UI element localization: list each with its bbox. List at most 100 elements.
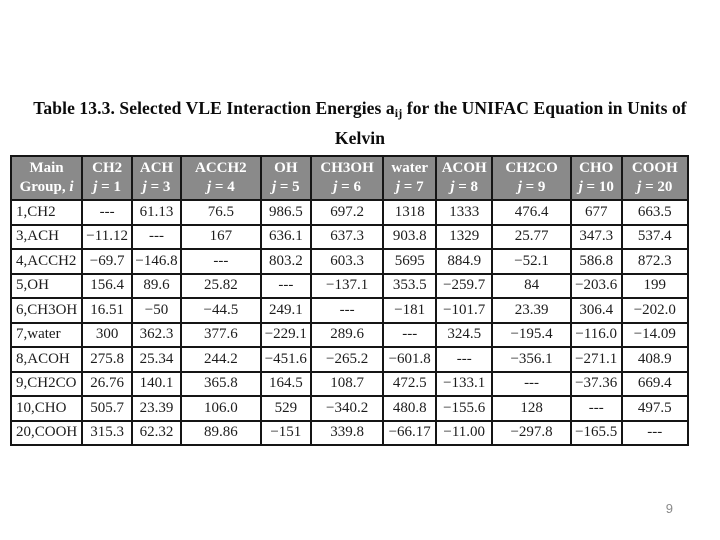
- table-cell: ---: [569, 395, 623, 422]
- slide-title-line1-suffix: for the UNIFAC Equation in Units of: [402, 98, 687, 118]
- table-cell: 365.8: [179, 370, 262, 397]
- row-header: 4,ACCH2: [9, 248, 84, 275]
- row-header: 10,CHO: [9, 395, 84, 422]
- table-cell: 84: [491, 272, 572, 299]
- table-head: Main Group, i CH2 j = 1 ACH j = 3 ACCH2 j = 4 OH…: [9, 155, 690, 201]
- slide-title: Table 13.3. Selected VLE Interaction Ene…: [5, 96, 715, 151]
- column-header-name: CH2: [92, 160, 123, 176]
- table-cell: 5695: [382, 248, 438, 275]
- header-row: Main Group, i CH2 j = 1 ACH j = 3 ACCH2 j = 4 OH…: [9, 155, 690, 201]
- column-header-name: water: [391, 160, 429, 176]
- table-cell: −165.5: [569, 419, 623, 446]
- row-header: 5,OH: [9, 272, 84, 299]
- column-header-j: j = 3: [142, 179, 171, 195]
- table-cell: 156.4: [81, 272, 134, 299]
- column-header-ch3oh: CH3OH j = 6: [309, 155, 385, 201]
- column-header-j: j = 4: [206, 179, 235, 195]
- column-header-name: ACH: [139, 160, 174, 176]
- table-cell: −133.1: [435, 370, 494, 397]
- table-cell: 62.32: [131, 419, 182, 446]
- row-header: 8,ACOH: [9, 346, 84, 373]
- table-cell: 76.5: [179, 199, 262, 226]
- table-cell: −297.8: [491, 419, 572, 446]
- column-header-name: COOH: [631, 160, 678, 176]
- slide-title-line2: Kelvin: [334, 128, 386, 148]
- table-cell: 89.6: [131, 272, 182, 299]
- page-number: 9: [665, 501, 673, 516]
- table-cell: −44.5: [179, 297, 262, 324]
- table-cell: −11.00: [435, 419, 494, 446]
- table-cell: 697.2: [309, 199, 385, 226]
- table-cell: −50: [131, 297, 182, 324]
- table-cell: 986.5: [259, 199, 312, 226]
- table-cell: ---: [491, 370, 572, 397]
- column-header-name: OH: [274, 160, 298, 176]
- table-cell: 480.8: [382, 395, 438, 422]
- column-header-j: j = 20: [637, 179, 673, 195]
- table-cell: 324.5: [435, 321, 494, 348]
- table-cell: −151: [259, 419, 312, 446]
- table-row: 7,water 300 362.3 377.6 −229.1 289.6 --- 324.5−…: [9, 321, 690, 348]
- table-cell: −451.6: [259, 346, 312, 373]
- column-header-ch2co: CH2CO j = 9: [491, 155, 572, 201]
- table-cell: 529: [259, 395, 312, 422]
- table-row: 20,COOH 315.3 62.32 89.86 −151 339.8 −66.17 −11…: [9, 419, 690, 446]
- table-cell: 1333: [435, 199, 494, 226]
- table-cell: 89.86: [179, 419, 262, 446]
- table-cell: 275.8: [81, 346, 134, 373]
- table-cell: 106.0: [179, 395, 262, 422]
- column-header-j: j = 7: [395, 179, 424, 195]
- slide-title-line1-prefix: Table 13.3. Selected VLE Interaction Ene…: [33, 98, 395, 118]
- column-header-j: j = 5: [271, 179, 300, 195]
- interaction-table: Main Group, i CH2 j = 1 ACH j = 3 ACCH2 j = 4 OH…: [9, 155, 690, 446]
- table-row: 6,CH3OH 16.51 −50 −44.5 249.1 --- −181 −101.7 23…: [9, 297, 690, 324]
- row-header: 20,COOH: [9, 419, 84, 446]
- table-cell: 300: [81, 321, 134, 348]
- table-cell: −259.7: [435, 272, 494, 299]
- table-cell: 353.5: [382, 272, 438, 299]
- table-cell: 23.39: [131, 395, 182, 422]
- table-cell: 476.4: [491, 199, 572, 226]
- table-row: 10,CHO 505.7 23.39 106.0 529 −340.2 480.8 −155.…: [9, 395, 690, 422]
- column-header-acoh: ACOH j = 8: [435, 155, 494, 201]
- table-cell: ---: [382, 321, 438, 348]
- table-cell: 289.6: [309, 321, 385, 348]
- corner-header: Main Group, i: [9, 155, 84, 201]
- table-cell: 167: [179, 223, 262, 250]
- table-cell: ---: [81, 199, 134, 226]
- table-cell: −155.6: [435, 395, 494, 422]
- table-cell: −271.1: [569, 346, 623, 373]
- column-header-j: j = 10: [578, 179, 614, 195]
- table-cell: ---: [620, 419, 690, 446]
- table-cell: −137.1: [309, 272, 385, 299]
- table-cell: 347.3: [569, 223, 623, 250]
- table-cell: 1318: [382, 199, 438, 226]
- table-cell: 315.3: [81, 419, 134, 446]
- table-cell: ---: [309, 297, 385, 324]
- table-cell: −181: [382, 297, 438, 324]
- table-cell: −146.8: [131, 248, 182, 275]
- column-header-name: ACCH2: [195, 160, 247, 176]
- table-cell: 1329: [435, 223, 494, 250]
- table-cell: 497.5: [620, 395, 690, 422]
- table-cell: 408.9: [620, 346, 690, 373]
- column-header-cooh: COOH j = 20: [620, 155, 690, 201]
- table-cell: 199: [620, 272, 690, 299]
- table-cell: 164.5: [259, 370, 312, 397]
- table-cell: ---: [131, 223, 182, 250]
- table-cell: 23.39: [491, 297, 572, 324]
- table-cell: −116.0: [569, 321, 623, 348]
- row-header: 6,CH3OH: [9, 297, 84, 324]
- column-header-ach: ACH j = 3: [131, 155, 182, 201]
- row-header: 7,water: [9, 321, 84, 348]
- column-header-name: ACOH: [441, 160, 487, 176]
- column-header-j: j = 9: [517, 179, 546, 195]
- table-cell: −14.09: [620, 321, 690, 348]
- table-cell: ---: [179, 248, 262, 275]
- table-cell: 586.8: [569, 248, 623, 275]
- table-row: 8,ACOH 275.8 25.34 244.2 −451.6 −265.2 −601.8-…: [9, 346, 690, 373]
- table-cell: 339.8: [309, 419, 385, 446]
- table-cell: 244.2: [179, 346, 262, 373]
- table-cell: −69.7: [81, 248, 134, 275]
- table-cell: ---: [259, 272, 312, 299]
